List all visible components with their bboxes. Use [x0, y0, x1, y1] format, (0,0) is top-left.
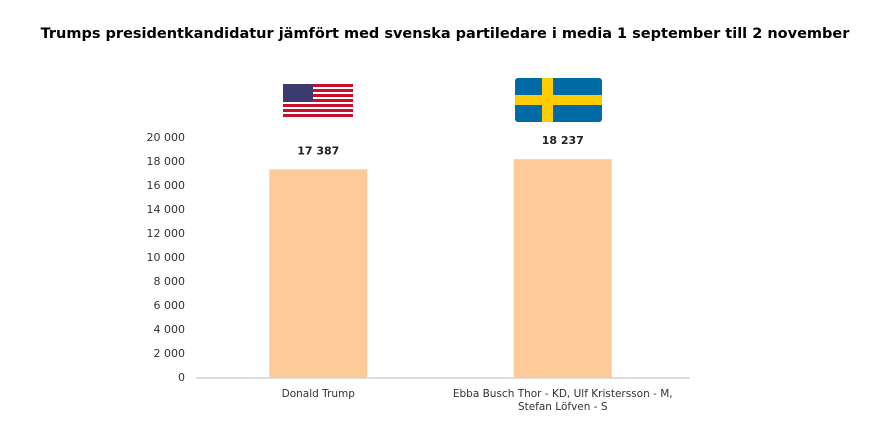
value-label: 17 387: [297, 144, 339, 157]
x-tick-label: Donald Trump: [281, 388, 355, 400]
y-tick-label: 6 000: [154, 299, 186, 312]
bar: [513, 159, 612, 378]
x-tick-label: Ebba Busch Thor - KD, Ulf Kristersson - …: [452, 388, 673, 413]
y-tick-label: 2 000: [154, 347, 186, 360]
y-tick-label: 20 000: [147, 131, 186, 144]
value-label: 18 237: [542, 134, 584, 147]
y-tick-label: 18 000: [147, 155, 186, 168]
y-tick-label: 8 000: [154, 275, 186, 288]
y-tick-label: 16 000: [147, 179, 186, 192]
y-tick-label: 12 000: [147, 227, 186, 240]
chart-title: Trumps presidentkandidatur jämfört med s…: [41, 26, 851, 42]
bar: [269, 169, 368, 378]
y-tick-label: 4 000: [154, 323, 186, 336]
y-tick-label: 10 000: [147, 251, 186, 264]
y-tick-label: 14 000: [147, 203, 186, 216]
y-tick-label: 0: [178, 371, 185, 384]
flag-se: [515, 78, 602, 122]
flag-us: [283, 84, 353, 118]
